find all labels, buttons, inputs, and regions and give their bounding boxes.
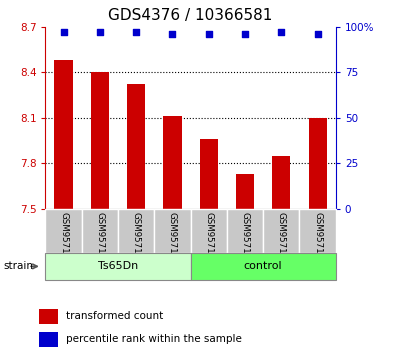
Point [278,29,284,35]
Point [205,31,212,37]
Text: transformed count: transformed count [66,312,164,321]
Bar [308,118,327,209]
Bar [236,174,254,209]
Bar [299,209,336,253]
Bar [190,209,227,253]
Bar [118,209,154,253]
Text: GSM957173: GSM957173 [95,212,104,265]
Bar [199,139,218,209]
Text: GSM957172: GSM957172 [59,212,68,265]
Point [314,31,321,37]
Bar [39,309,58,324]
Text: GSM957179: GSM957179 [313,212,322,265]
Point [242,31,248,37]
Text: GSM957176: GSM957176 [204,212,213,265]
Point [60,29,67,35]
Bar [272,156,290,209]
Bar [55,60,73,209]
Bar [45,209,82,253]
Text: GSM957174: GSM957174 [132,212,141,265]
Text: percentile rank within the sample: percentile rank within the sample [66,335,242,344]
Text: Ts65Dn: Ts65Dn [98,261,138,272]
Text: GSM957178: GSM957178 [277,212,286,265]
Bar [91,72,109,209]
Point [169,31,176,37]
Bar [263,209,299,253]
Text: strain: strain [3,261,33,271]
Bar [82,209,118,253]
Bar [164,116,182,209]
Bar [127,84,145,209]
Text: control: control [244,261,282,272]
Bar [45,253,190,280]
Bar [227,209,263,253]
Point [97,29,103,35]
Text: GSM957177: GSM957177 [241,212,250,265]
Bar [39,332,58,347]
Title: GDS4376 / 10366581: GDS4376 / 10366581 [108,7,273,23]
Text: GSM957175: GSM957175 [168,212,177,265]
Bar [190,253,336,280]
Point [133,29,139,35]
Bar [154,209,191,253]
